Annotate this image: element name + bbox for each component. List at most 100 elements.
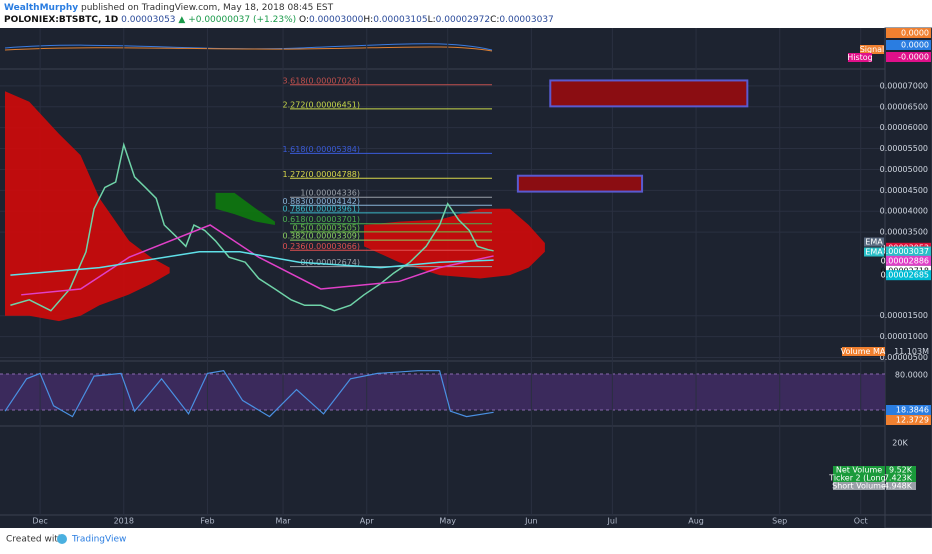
- y-tick-label: 0.00004000: [880, 207, 928, 216]
- volume-ma-label: Volume MA: [841, 347, 886, 356]
- series-line: [21, 224, 494, 296]
- footer-brand[interactable]: TradingView: [71, 535, 126, 545]
- x-tick-label: Jul: [607, 517, 618, 526]
- price-badge: [886, 246, 931, 257]
- fib-label: 0.618(0.00003701): [283, 215, 361, 224]
- y-tick-label: 0.00004500: [880, 186, 928, 195]
- stoch-badge: [886, 415, 931, 425]
- macd-badge-label: -0.0000: [898, 53, 929, 62]
- cloud: [364, 208, 545, 279]
- stoch-line: [4, 370, 494, 418]
- x-tick-label: Mar: [275, 517, 291, 526]
- fib-label: 1.618(0.00005384): [283, 145, 361, 154]
- ema-badge: [864, 247, 884, 257]
- fib-label: 0.382(0.00003309): [283, 232, 361, 241]
- y-tick-label: 0.00003500: [880, 228, 928, 237]
- fib-label: 1.272(0.00004788): [283, 170, 361, 179]
- target-zone: [516, 174, 644, 193]
- x-tick-label: Aug: [688, 517, 704, 526]
- footer-bg: [0, 528, 932, 550]
- target-zone: [549, 79, 749, 108]
- y-tick-label: 0.00000500: [880, 353, 928, 362]
- author[interactable]: WealthMurphy: [4, 3, 78, 13]
- signal-badge: [860, 45, 884, 54]
- y-tick-label: 0.00006000: [880, 123, 928, 132]
- fib-label: 3.618(0.00007026): [283, 76, 361, 85]
- fib-label: 0.883(0.00004142): [283, 197, 361, 206]
- symbol-line: POLONIEX:BTSBTC, 1D 0.00003053 ▲ +0.0000…: [4, 15, 554, 25]
- ohlc-value: 0.00003105: [373, 15, 427, 25]
- y-tick-label: 0.00001000: [880, 332, 928, 341]
- fib-label: 0.236(0.00003066): [283, 242, 361, 251]
- fib-label: 0.5(0.00003505): [293, 223, 360, 232]
- y-tick-label: 0.00005500: [880, 144, 928, 153]
- netvol-name-badge: [833, 466, 885, 474]
- y-tick-label: 0.00005000: [880, 165, 928, 174]
- netvol-value-badge: [886, 482, 916, 490]
- netvol-name: Ticker 2 (Long): [828, 474, 889, 483]
- macd-badge: [886, 28, 931, 38]
- x-tick-label: Oct: [854, 517, 868, 526]
- fib-label: 2.272(0.00006451): [283, 100, 361, 109]
- netvol-value-badge: [886, 466, 916, 474]
- fib-label: 0(0.00002674): [300, 258, 360, 267]
- x-tick-label: Sep: [772, 517, 787, 526]
- netvol-value-badge: [886, 474, 916, 482]
- macd-badge-label: 0.0000: [901, 29, 929, 38]
- volume-ma-value: 11.103M: [894, 347, 929, 356]
- netvol-value: 9.52K: [889, 466, 913, 475]
- macd-badge: [886, 40, 931, 50]
- x-tick-label: Jun: [524, 517, 538, 526]
- ohlc-value: 0.00003037: [499, 15, 553, 25]
- price-badge: [886, 255, 931, 266]
- stoch-badge-label: 12.3729: [896, 416, 929, 425]
- hist-badge: [848, 53, 872, 62]
- ohlc-key: O:: [299, 15, 309, 25]
- stoch-level: 80.0000: [895, 371, 928, 380]
- signal-label: Signal: [860, 45, 885, 54]
- ema-label: EMA: [865, 248, 883, 257]
- y-tick-label: 0.00006500: [880, 102, 928, 111]
- header-line: WealthMurphy published on TradingView.co…: [4, 3, 334, 13]
- price-badge-label: 0.00002886: [881, 256, 929, 265]
- y-tick-label: 0.00001500: [880, 311, 928, 320]
- ohlc-key: H:: [363, 15, 373, 25]
- netvol-value: 4.948K: [884, 482, 913, 491]
- price-badge: [886, 270, 931, 281]
- macd-badge-label: 0.0000: [901, 41, 929, 50]
- netvol-name: Short Volume: [832, 482, 886, 491]
- x-tick-label: 2018: [114, 517, 134, 526]
- y-tick-label: 0.00007000: [880, 81, 928, 90]
- volume-ma-badge: [842, 347, 885, 356]
- ohlc-value: 0.00002972: [436, 15, 490, 25]
- symbol: POLONIEX:BTSBTC, 1D: [4, 15, 118, 25]
- fib-label: 0.786(0.00003961): [283, 204, 361, 213]
- stoch-badge: [886, 405, 931, 415]
- netvol-name-badge: [833, 482, 885, 490]
- header-bg: [0, 0, 932, 28]
- x-tick-label: Apr: [360, 517, 375, 526]
- ohlc-key: C:: [490, 15, 499, 25]
- ema-label: EMA: [865, 238, 883, 247]
- x-tick-label: May: [439, 517, 456, 526]
- change: ▲ +0.00000037 (+1.23%): [178, 15, 296, 25]
- x-tick-label: Feb: [200, 517, 214, 526]
- netvol-level: 20K: [892, 439, 908, 448]
- logo: [57, 534, 67, 544]
- ema-badge: [864, 237, 884, 247]
- ohlc-value: 0.00003000: [309, 15, 364, 25]
- series-line: [10, 141, 494, 312]
- price: 0.00003053: [121, 15, 175, 25]
- netvol-name: Net Volume: [836, 466, 882, 475]
- footer-created: Created with: [6, 535, 64, 545]
- netvol-value: 7.423K: [884, 474, 913, 483]
- x-tick-label: Dec: [32, 517, 47, 526]
- macd-badge: [886, 52, 931, 62]
- fib-label: 1(0.00004336): [300, 189, 360, 198]
- hist-label: Histog: [847, 53, 873, 62]
- price-badge-label: 0.00003037: [881, 247, 929, 256]
- published: published on TradingView.com, May 18, 20…: [81, 3, 334, 13]
- price-badge-label: 0.00002685: [881, 271, 929, 280]
- stoch-badge-label: 18.3846: [896, 406, 929, 415]
